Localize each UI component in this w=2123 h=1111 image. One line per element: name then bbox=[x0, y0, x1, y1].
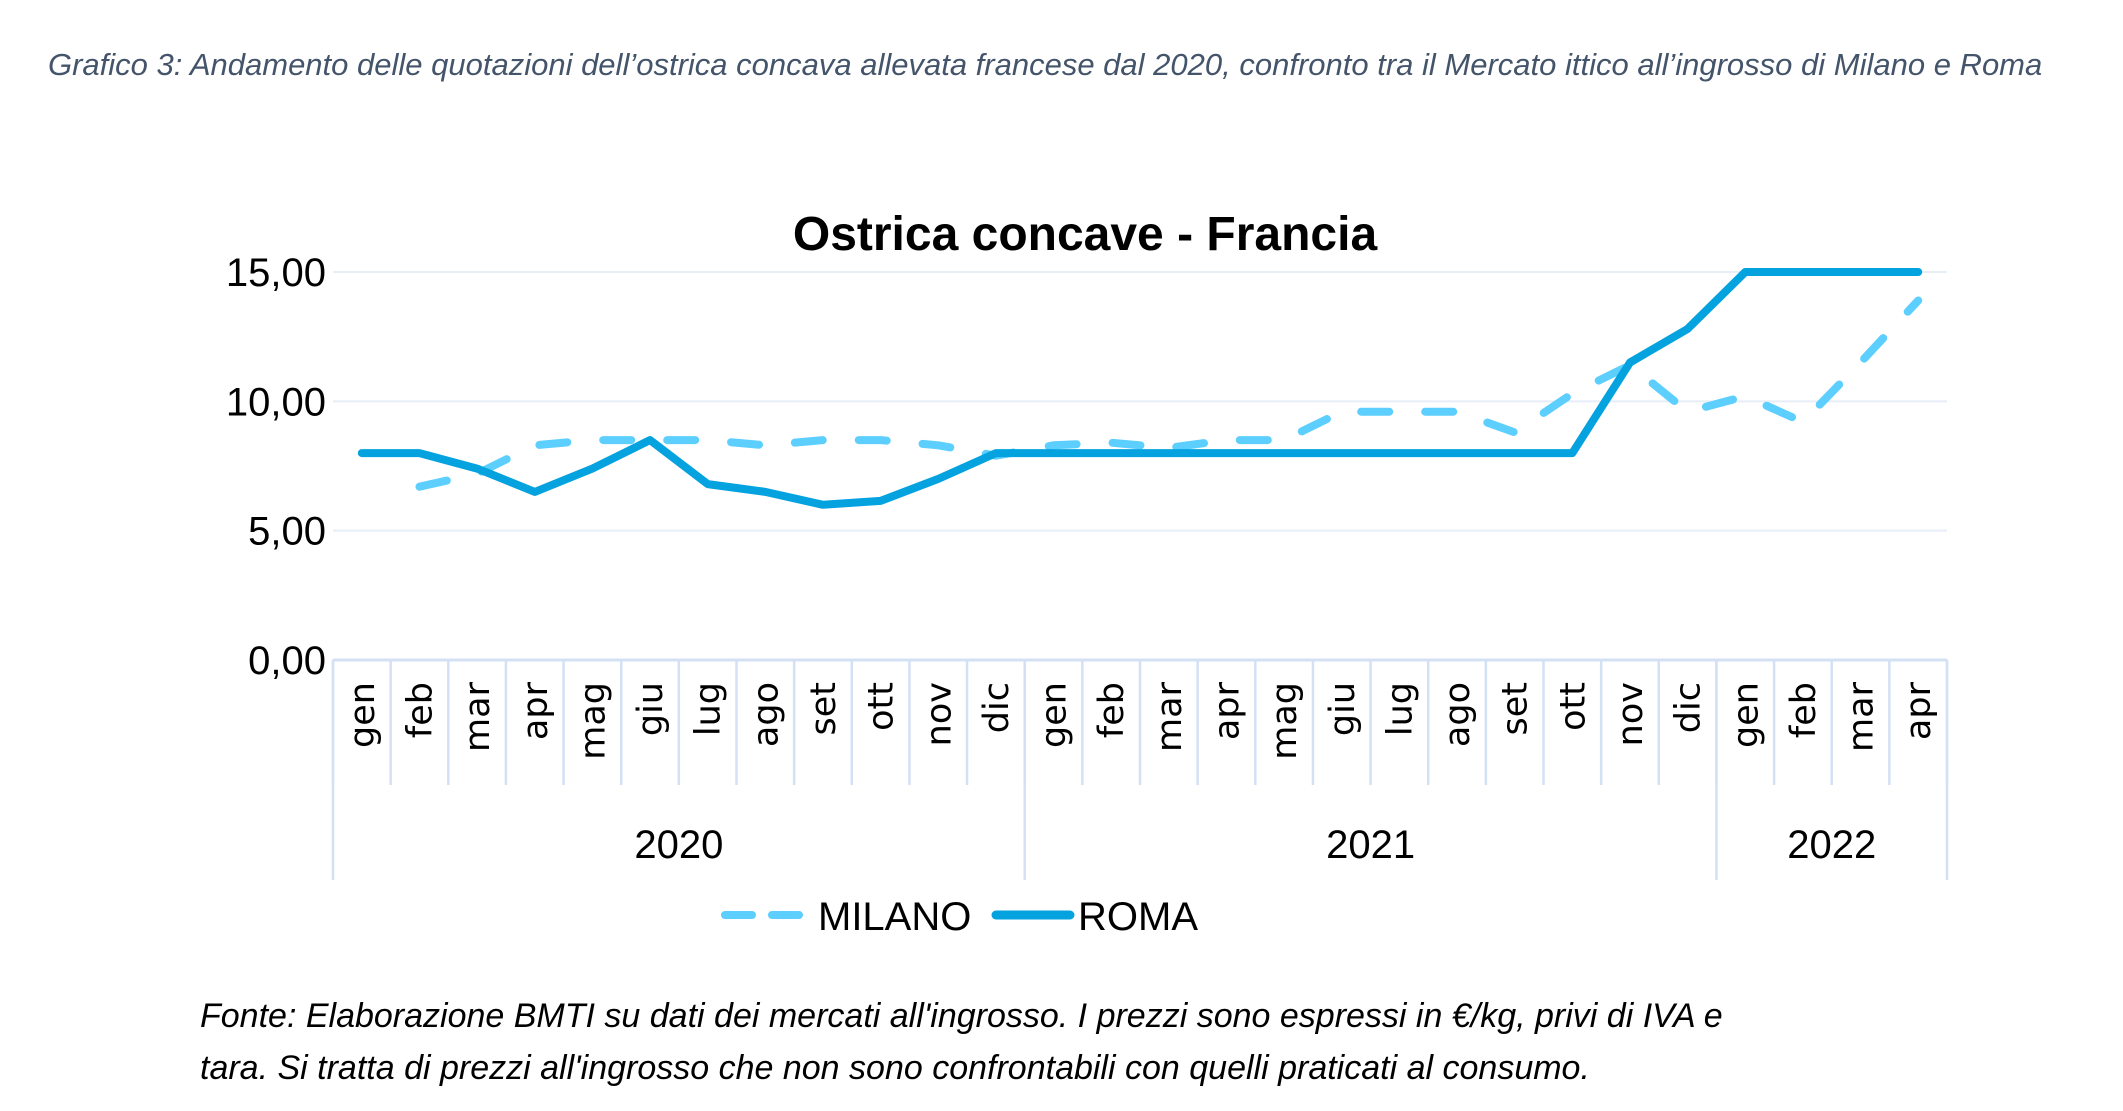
x-tick-label: apr bbox=[1207, 681, 1247, 740]
data-point-roma bbox=[1627, 360, 1633, 366]
x-tick-label: giu bbox=[631, 682, 671, 736]
x-tick-label: gen bbox=[343, 682, 383, 748]
data-point-roma bbox=[878, 498, 884, 504]
x-tick-label: apr bbox=[1899, 681, 1939, 740]
data-point-roma bbox=[1281, 450, 1287, 456]
y-tick-label: 10,00 bbox=[226, 380, 326, 424]
y-tick-label: 0,00 bbox=[248, 639, 326, 683]
x-tick-label: ott bbox=[862, 682, 902, 731]
data-point-roma bbox=[1339, 450, 1345, 456]
chart-title: Ostrica concave - Francia bbox=[793, 208, 1378, 261]
data-point-milano bbox=[1569, 391, 1575, 397]
series-line-roma bbox=[357, 268, 1923, 509]
x-tick-label: feb bbox=[400, 682, 440, 738]
data-point-milano bbox=[1223, 437, 1229, 443]
y-axis-ticks: 0,00 5,00 10,00 15,00 bbox=[226, 251, 326, 683]
source-note-line-1: Fonte: Elaborazione BMTI su dati dei mer… bbox=[200, 997, 1723, 1035]
x-tick-label: lug bbox=[689, 682, 729, 736]
data-point-milano bbox=[935, 442, 941, 448]
data-point-roma bbox=[1454, 450, 1460, 456]
legend-label-roma: ROMA bbox=[1078, 895, 1198, 939]
data-point-milano bbox=[1396, 409, 1402, 415]
x-tick-label: nov bbox=[1611, 682, 1651, 746]
data-point-milano bbox=[1685, 409, 1691, 415]
data-point-milano bbox=[1339, 409, 1345, 415]
x-tick-label: mar bbox=[1150, 681, 1190, 752]
data-point-roma bbox=[1166, 450, 1172, 456]
x-tick-label: ago bbox=[1438, 682, 1478, 747]
data-point-milano bbox=[762, 442, 768, 448]
year-label: 2021 bbox=[1326, 823, 1415, 867]
x-tick-label: mar bbox=[458, 681, 498, 752]
data-point-roma bbox=[1108, 450, 1114, 456]
data-point-milano bbox=[416, 484, 422, 490]
legend-label-milano: MILANO bbox=[818, 895, 971, 939]
data-point-roma bbox=[1742, 269, 1748, 275]
year-label: 2020 bbox=[634, 823, 723, 867]
year-label: 2022 bbox=[1787, 823, 1876, 867]
data-point-roma bbox=[705, 481, 711, 487]
data-point-milano bbox=[1051, 442, 1057, 448]
x-tick-label: gen bbox=[1035, 682, 1075, 748]
data-point-roma bbox=[1915, 269, 1921, 275]
x-tick-label: set bbox=[1496, 682, 1536, 736]
series-line-milano bbox=[415, 296, 1923, 491]
x-tick-label: mag bbox=[1265, 682, 1305, 760]
data-point-roma bbox=[1051, 450, 1057, 456]
x-tick-label: nov bbox=[919, 682, 959, 746]
y-tick-label: 5,00 bbox=[248, 510, 326, 554]
x-tick-label: apr bbox=[516, 681, 556, 740]
x-tick-label: lug bbox=[1380, 682, 1420, 736]
data-point-roma bbox=[935, 476, 941, 482]
data-point-roma bbox=[532, 489, 538, 495]
data-point-roma bbox=[1569, 450, 1575, 456]
data-point-roma bbox=[820, 502, 826, 508]
data-point-roma bbox=[1512, 450, 1518, 456]
data-point-milano bbox=[532, 442, 538, 448]
data-point-roma bbox=[589, 466, 595, 472]
x-tick-label: feb bbox=[1092, 682, 1132, 738]
data-point-milano bbox=[820, 437, 826, 443]
data-point-roma bbox=[647, 437, 653, 443]
source-note-line-2: tara. Si tratta di prezzi all'ingrosso c… bbox=[200, 1049, 1590, 1087]
data-point-roma bbox=[416, 450, 422, 456]
data-point-roma bbox=[993, 450, 999, 456]
figure-caption: Grafico 3: Andamento delle quotazioni de… bbox=[48, 47, 2043, 82]
x-tick-label: gen bbox=[1726, 682, 1766, 748]
x-tick-label: mag bbox=[573, 682, 613, 760]
data-point-milano bbox=[1454, 409, 1460, 415]
data-point-milano bbox=[1800, 419, 1806, 425]
data-point-roma bbox=[1396, 450, 1402, 456]
x-tick-label: ago bbox=[746, 682, 786, 747]
data-point-roma bbox=[1685, 326, 1691, 332]
y-tick-label: 15,00 bbox=[226, 251, 326, 295]
data-point-milano bbox=[1281, 437, 1287, 443]
x-tick-label: feb bbox=[1784, 682, 1824, 738]
data-point-milano bbox=[1858, 360, 1864, 366]
data-point-roma bbox=[1858, 269, 1864, 275]
data-point-roma bbox=[762, 489, 768, 495]
source-note: Fonte: Elaborazione BMTI su dati dei mer… bbox=[200, 990, 2100, 1094]
data-point-milano bbox=[1108, 440, 1114, 446]
data-point-roma bbox=[474, 466, 480, 472]
data-point-roma bbox=[1800, 269, 1806, 275]
x-tick-label: dic bbox=[1669, 682, 1709, 733]
x-tick-label: giu bbox=[1323, 682, 1363, 736]
data-point-milano bbox=[1512, 429, 1518, 435]
data-point-milano bbox=[589, 437, 595, 443]
x-tick-label: mar bbox=[1842, 681, 1882, 752]
data-point-milano bbox=[1742, 393, 1748, 399]
legend: MILANO ROMA bbox=[721, 895, 1198, 939]
data-point-milano bbox=[1915, 297, 1921, 303]
data-point-milano bbox=[705, 437, 711, 443]
x-tick-label: ott bbox=[1553, 682, 1593, 731]
data-point-milano bbox=[878, 437, 884, 443]
series-lines bbox=[357, 268, 1923, 509]
data-point-roma bbox=[1223, 450, 1229, 456]
data-point-roma bbox=[359, 450, 365, 456]
x-tick-label: dic bbox=[977, 682, 1017, 733]
x-tick-label: set bbox=[804, 682, 844, 736]
